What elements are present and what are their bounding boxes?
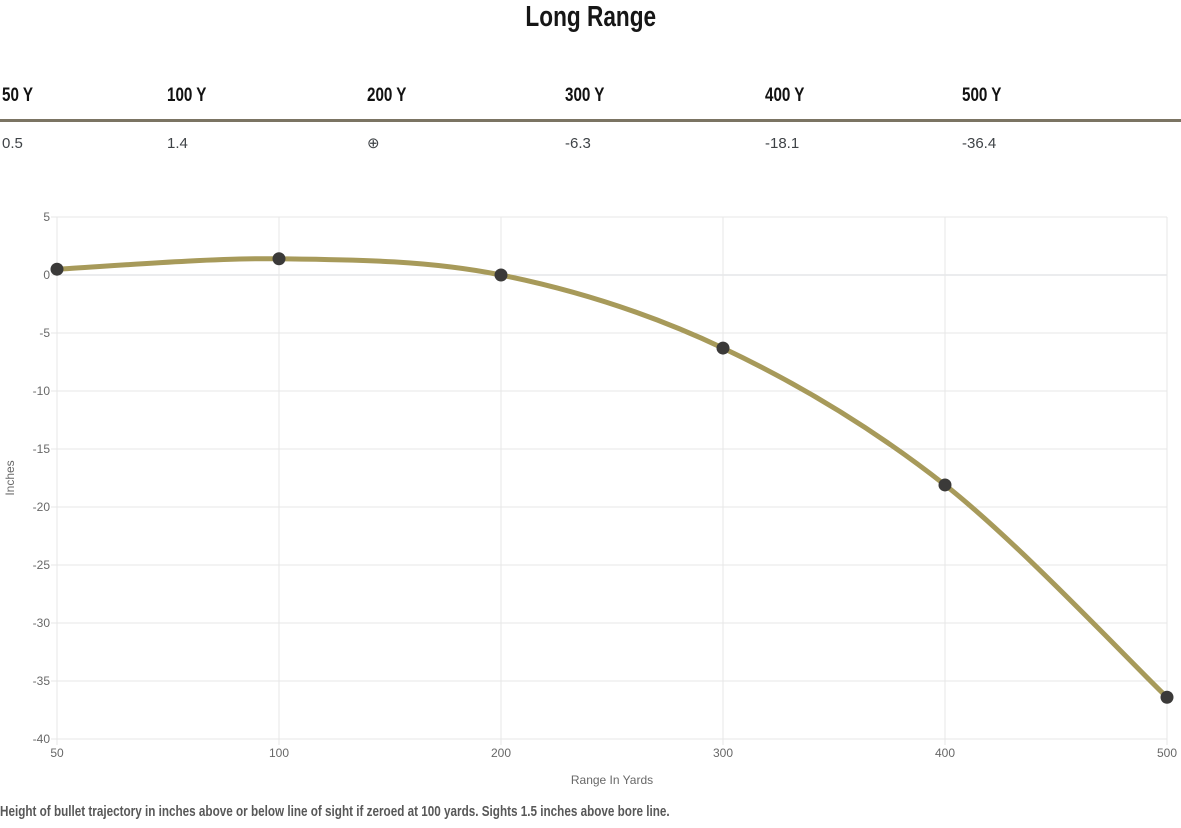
trajectory-line <box>54 256 1170 700</box>
value-300y: -6.3 <box>565 135 591 152</box>
table-header-500y: 500 Y <box>962 85 1002 106</box>
y-axis-title: Inches <box>3 460 17 495</box>
data-point-marker[interactable] <box>50 262 64 276</box>
table-divider <box>0 119 1181 122</box>
y-tick-label: -30 <box>33 616 51 630</box>
y-tick-label: -25 <box>33 558 51 572</box>
y-tick-label: -40 <box>33 732 51 746</box>
value-100y: 1.4 <box>167 135 188 152</box>
x-tick-label: 300 <box>713 746 733 760</box>
table-header-row: 50 Y 100 Y 200 Y 300 Y 400 Y 500 Y <box>0 85 1181 119</box>
data-point-marker[interactable] <box>494 268 508 282</box>
table-header-300y: 300 Y <box>565 85 605 106</box>
x-tick-label: 100 <box>269 746 289 760</box>
chart-footnote-text: Height of bullet trajectory in inches ab… <box>0 803 670 820</box>
y-tick-label: -5 <box>39 326 50 340</box>
y-tick-label: -35 <box>33 674 51 688</box>
x-axis-title: Range In Yards <box>571 773 653 787</box>
table-value-row: 0.5 1.4 ⊕ -6.3 -18.1 -36.4 <box>0 122 1181 153</box>
trajectory-table: 50 Y 100 Y 200 Y 300 Y 400 Y 500 Y 0.5 1… <box>0 85 1181 153</box>
y-tick-label: 5 <box>43 210 50 224</box>
data-point-marker[interactable] <box>938 478 952 492</box>
chart-footnote: Height of bullet trajectory in inches ab… <box>0 802 1181 822</box>
y-tick-label: -15 <box>33 442 51 456</box>
x-tick-label: 50 <box>50 746 64 760</box>
value-200y-zero-icon: ⊕ <box>367 135 380 152</box>
page-title-text: Long Range <box>525 1 656 33</box>
y-tick-label: -10 <box>33 384 51 398</box>
table-header-100y: 100 Y <box>167 85 207 106</box>
y-tick-label: 0 <box>43 268 50 282</box>
table-header-400y: 400 Y <box>765 85 805 106</box>
data-point-marker[interactable] <box>716 341 730 355</box>
table-header-200y: 200 Y <box>367 85 407 106</box>
trajectory-chart: 5 0 -5 -10 -15 -20 -25 -30 -35 -40 50 100 200 300 400 5… <box>0 195 1181 801</box>
x-tick-label: 400 <box>935 746 955 760</box>
x-tick-label: 500 <box>1157 746 1177 760</box>
x-tick-label: 200 <box>491 746 511 760</box>
value-500y: -36.4 <box>962 135 997 152</box>
data-point-marker[interactable] <box>1160 690 1174 704</box>
table-header-50y: 50 Y <box>2 85 33 106</box>
page-title: Long Range <box>0 0 1181 34</box>
value-50y: 0.5 <box>2 135 23 152</box>
y-tick-label: -20 <box>33 500 51 514</box>
data-point-marker[interactable] <box>272 252 286 266</box>
value-400y: -18.1 <box>765 135 800 152</box>
